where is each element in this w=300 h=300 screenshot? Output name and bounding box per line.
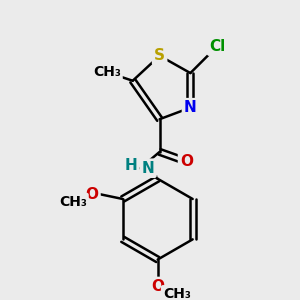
- Text: CH₃: CH₃: [59, 195, 87, 209]
- Text: Cl: Cl: [209, 39, 225, 54]
- Text: O: O: [151, 279, 164, 294]
- Text: O: O: [85, 187, 98, 202]
- Text: S: S: [154, 48, 165, 63]
- Text: CH₃: CH₃: [163, 287, 191, 300]
- Text: CH₃: CH₃: [93, 65, 121, 79]
- Text: O: O: [180, 154, 193, 169]
- Text: H: H: [124, 158, 137, 173]
- Text: N: N: [142, 161, 154, 176]
- Text: N: N: [184, 100, 197, 115]
